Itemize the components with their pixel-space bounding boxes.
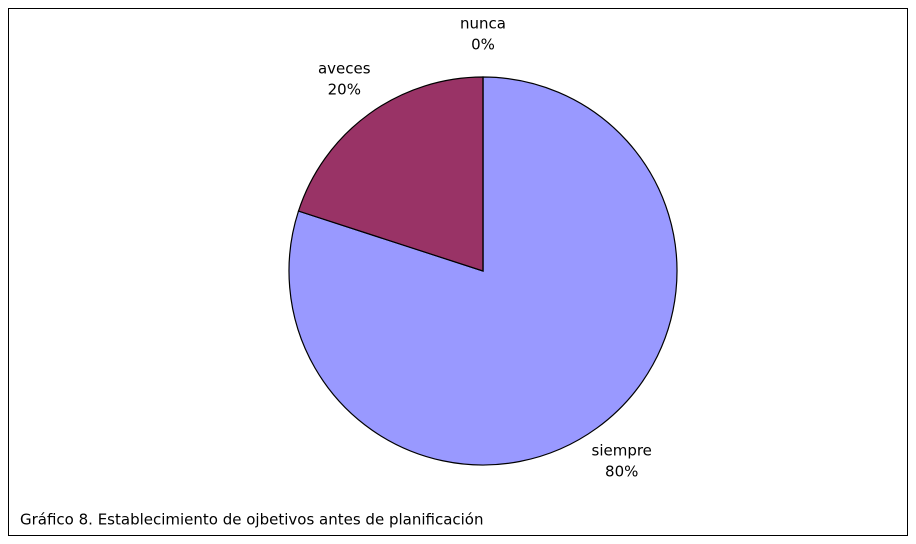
slice-value-label: 20% — [328, 81, 361, 99]
chart-title: Gráfico 8. Establecimiento de ojbetivos … — [20, 511, 484, 529]
slice-value-label: 80% — [605, 462, 638, 480]
pie-slice — [297, 76, 484, 272]
slice-label: nunca — [460, 15, 506, 33]
slice-label: siempre — [592, 441, 652, 459]
slice-value-label: 0% — [471, 36, 495, 54]
slice-label: aveces — [318, 60, 371, 78]
